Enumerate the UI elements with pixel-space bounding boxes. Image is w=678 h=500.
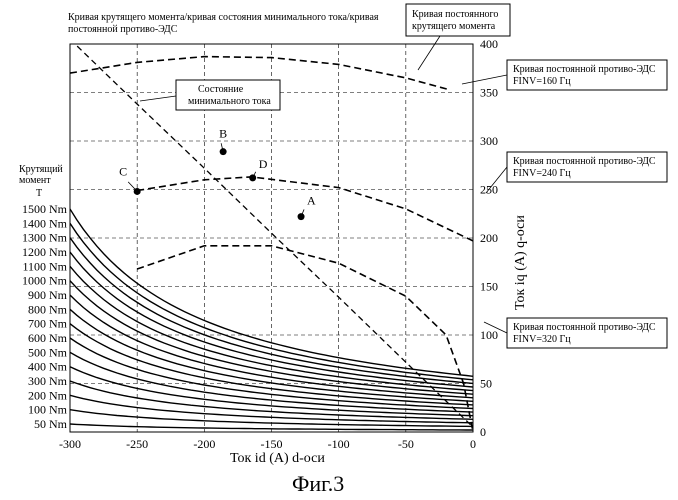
torque-curve	[70, 423, 473, 431]
point-leader	[300, 209, 305, 217]
torque-label: 800 Nm	[28, 302, 68, 316]
torque-label: 700 Nm	[28, 317, 68, 331]
point-label-d: D	[259, 157, 268, 171]
emf-320-label-2: FINV=320 Гц	[513, 334, 571, 345]
chart-title-line-2: постоянной противо-ЭДС	[68, 24, 178, 35]
min-current-line	[74, 44, 473, 428]
y-tick-label: 200	[480, 231, 498, 245]
torque-curve	[70, 366, 473, 417]
torque-curve	[70, 409, 473, 428]
emf-160-box	[506, 59, 668, 91]
torque-curve	[70, 280, 473, 395]
torque-curve	[70, 351, 473, 413]
x-tick-labels: -300 -250 -200 -150 -100 -50 0	[59, 437, 476, 451]
constant-torque-note-box	[405, 3, 511, 37]
x-tick-label: -50	[398, 437, 414, 451]
torque-curve	[70, 208, 473, 377]
y-tick-label: 350	[480, 86, 498, 100]
y-tick-label: 0	[480, 425, 486, 439]
x-tick-label: -250	[126, 437, 148, 451]
marked-points: A B C D	[119, 127, 316, 221]
min-current-label-leader	[139, 95, 177, 102]
min-current-label-1: Состояние	[198, 84, 244, 95]
y-tick-label: 100	[480, 328, 498, 342]
emf-240-leader	[485, 166, 508, 194]
emf-320-label-1: Кривая постоянной противо-ЭДС	[513, 322, 656, 333]
constant-torque-note-2: крутящего момента	[412, 21, 496, 32]
torque-curve	[70, 294, 473, 399]
point-label-c: C	[119, 164, 127, 178]
torque-label: 50 Nm	[34, 417, 68, 431]
torque-label: 200 Nm	[28, 388, 68, 402]
torque-label: 600 Nm	[28, 331, 68, 345]
torque-curve	[70, 251, 473, 388]
point-leader	[127, 181, 138, 192]
torque-label: 1300 Nm	[22, 231, 68, 245]
x-axis-label: Ток id (A) d-оси	[230, 451, 325, 466]
y-tick-label: 400	[480, 37, 498, 51]
back-emf-curve	[137, 176, 473, 242]
back-emf-curve	[70, 55, 450, 91]
torque-axis-title-1: Крутящий	[19, 164, 63, 175]
emf-160-label-2: FINV=160 Гц	[513, 76, 571, 87]
torque-curve	[70, 337, 473, 410]
torque-curve	[70, 237, 473, 385]
x-tick-label: 0	[470, 437, 476, 451]
point-leader	[252, 171, 257, 179]
emf-240-label-2: FINV=240 Гц	[513, 168, 571, 179]
y-tick-label: 50	[480, 377, 492, 391]
torque-axis-title-3: T	[36, 188, 42, 199]
emf-160-leader	[461, 74, 508, 85]
torque-curves	[70, 208, 473, 431]
min-current-label-2: минимального тока	[188, 96, 271, 107]
min-current-label-box	[175, 79, 281, 111]
torque-curve	[70, 323, 473, 406]
emf-160-label-1: Кривая постоянной противо-ЭДС	[513, 64, 656, 75]
back-emf-curve	[136, 245, 473, 432]
point-label-a: A	[307, 194, 316, 208]
y-tick-label: 300	[480, 134, 498, 148]
x-tick-label: -200	[193, 437, 215, 451]
torque-curve	[70, 308, 473, 402]
figure-caption: Фиг.3	[292, 471, 344, 496]
back-emf-curves	[70, 55, 473, 432]
torque-axis-title-2: момент	[19, 175, 51, 186]
emf-320-leader	[483, 321, 508, 334]
torque-label: 1400 Nm	[22, 216, 68, 230]
min-current-line-group	[74, 44, 473, 428]
chart-title-line-1: Кривая крутящего момента/кривая состояни…	[68, 12, 379, 23]
torque-label: 400 Nm	[28, 360, 68, 374]
torque-label: 500 Nm	[28, 345, 68, 359]
torque-label: 100 Nm	[28, 403, 68, 417]
torque-curve	[70, 380, 473, 420]
constant-torque-note-leader	[417, 35, 441, 71]
point-leader	[220, 143, 224, 152]
y-axis-label: Ток iq (A) q-оси	[513, 215, 528, 310]
y-tick-label: 150	[480, 280, 498, 294]
torque-curve	[70, 265, 473, 392]
torque-label: 900 Nm	[28, 288, 68, 302]
point-label-b: B	[219, 127, 227, 141]
torque-label: 300 Nm	[28, 374, 68, 388]
torque-curve	[70, 394, 473, 424]
torque-label: 1100 Nm	[22, 259, 67, 273]
y-tick-labels: 050100150200250300350400	[480, 37, 498, 439]
emf-240-label-1: Кривая постоянной противо-ЭДС	[513, 156, 656, 167]
torque-label: 1200 Nm	[22, 245, 68, 259]
x-tick-label: -150	[261, 437, 283, 451]
torque-label: 1000 Nm	[22, 274, 68, 288]
emf-240-box	[506, 151, 668, 183]
x-tick-label: -300	[59, 437, 81, 451]
torque-curve	[70, 222, 473, 381]
constant-torque-note-1: Кривая постоянного	[412, 9, 498, 20]
torque-label: 1500 Nm	[22, 202, 68, 216]
x-tick-label: -100	[328, 437, 350, 451]
